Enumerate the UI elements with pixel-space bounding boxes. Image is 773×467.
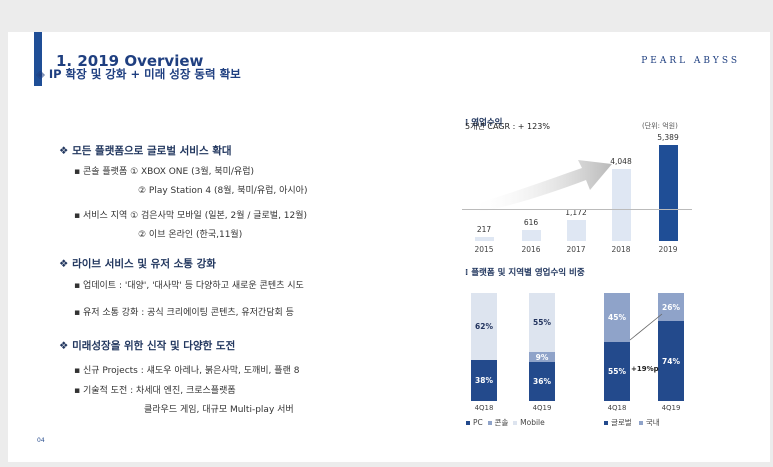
bullet-update: ▪ 업데이트 : '대양', '대사막' 등 다양하고 새로운 콘텐츠 시도 — [74, 281, 304, 291]
legend-item-mobile: Mobile — [513, 418, 545, 427]
bullet-tech: ▪ 기술적 도전 : 차세대 엔진, 크로스플랫폼 — [74, 386, 236, 396]
legend-item-pc: PC — [466, 418, 483, 427]
chart-bullet-icon: ⁞ — [465, 118, 472, 128]
legend-item-global: 글로벌 — [604, 418, 632, 427]
share-segment-국내: 45% — [604, 292, 630, 342]
revenue-bar-2019 — [658, 145, 678, 241]
share-segment-글로벌: 74% — [658, 320, 684, 401]
section-title-platform: ❖ 모든 플랫폼으로 글로벌 서비스 확대 — [59, 145, 232, 157]
bullet-service-region: ▪ 서비스 지역 ① 검은사막 모바일 (일본, 2월 / 글로벌, 12월) — [74, 211, 308, 221]
chart-bullet-icon: ⁞ — [465, 268, 472, 278]
revenue-bar-2016 — [521, 230, 541, 241]
revenue-bar-2018 — [611, 168, 631, 241]
revenue-value-label: 616 — [523, 218, 539, 228]
revenue-chart-title: ⁞ 영업수익 — [465, 116, 502, 128]
share-chart-title: ⁞ 플랫폼 및 지역별 영업수익 비중 — [465, 266, 585, 278]
page-title: 1. 2019 Overview — [56, 52, 204, 70]
share-category-label: 4Q19 — [661, 404, 681, 412]
bullet-console-ps4: ② Play Station 4 (8월, 북미/유럽, 아시아) — [138, 186, 308, 196]
region-change-callout: +19%p — [631, 365, 659, 373]
revenue-axis — [462, 209, 692, 210]
revenue-year-label: 2018 — [611, 245, 631, 254]
revenue-year-label: 2017 — [566, 245, 586, 254]
bullet-community: ▪ 유저 소통 강화 : 공식 크리에이팅 콘텐츠, 유저간담회 등 — [74, 308, 294, 318]
growth-arrow-icon — [470, 160, 612, 214]
share-segment-Mobile: 62% — [471, 292, 497, 360]
legend-platform: PC 콘솔 Mobile — [466, 417, 545, 428]
revenue-chart-title-text: 영업수익 — [471, 118, 503, 128]
revenue-year-label: 2016 — [521, 245, 541, 254]
share-category-label: 4Q18 — [474, 404, 494, 412]
share-category-label: 4Q19 — [532, 404, 552, 412]
bullet-service-eve: ② 이브 온라인 (한국,11월) — [138, 230, 243, 240]
headline: ◈ IP 확장 및 강화 + 미래 성장 동력 확보 — [36, 67, 241, 81]
revenue-bar-2015 — [474, 237, 494, 241]
revenue-value-label: 217 — [476, 225, 492, 235]
cagr-annotation: 5개년 CAGR : + 123% — [465, 122, 550, 131]
legend-item-domestic: 국내 — [638, 418, 660, 427]
revenue-value-label: 4,048 — [610, 156, 632, 166]
share-segment-PC: 36% — [529, 361, 555, 401]
callout-connector — [629, 313, 663, 341]
share-segment-Mobile: 55% — [529, 292, 555, 353]
revenue-year-label: 2015 — [474, 245, 494, 254]
legend-item-console: 콘솔 — [487, 418, 508, 427]
section-title-future: ❖ 미래성장을 위한 신작 및 다양한 도전 — [59, 340, 236, 352]
title-accent-bar — [34, 32, 42, 86]
share-segment-PC: 38% — [471, 358, 497, 401]
revenue-bar-2017 — [566, 220, 586, 241]
page-number: 04 — [37, 437, 45, 444]
legend-region: 글로벌 국내 — [604, 417, 660, 428]
slide: 1. 2019 Overview PEARL ABYSS 04 — [8, 32, 770, 462]
bullet-console: ▪ 콘솔 플랫폼 ① XBOX ONE (3월, 북미/유럽) — [74, 167, 254, 177]
revenue-value-label: 5,389 — [657, 133, 679, 142]
brand-logo: PEARL ABYSS — [641, 56, 740, 66]
share-segment-콘솔: 9% — [529, 351, 555, 363]
share-chart-title-text: 플랫폼 및 지역별 영업수익 비중 — [471, 268, 585, 278]
bullet-projects: ▪ 신규 Projects : 섀도우 아레나, 붉은사막, 도깨비, 플랜 8 — [74, 366, 300, 376]
revenue-year-label: 2019 — [658, 245, 678, 254]
share-segment-국내: 26% — [658, 292, 684, 322]
share-segment-글로벌: 55% — [604, 340, 630, 401]
revenue-chart-unit: (단위: 억원) — [642, 122, 678, 130]
bullet-tech-cont: 클라우드 게임, 대규모 Multi-play 서버 — [144, 405, 294, 415]
section-title-live: ❖ 라이브 서비스 및 유저 소통 강화 — [59, 258, 216, 270]
share-category-label: 4Q18 — [607, 404, 627, 412]
revenue-value-label: 1,172 — [565, 208, 587, 218]
